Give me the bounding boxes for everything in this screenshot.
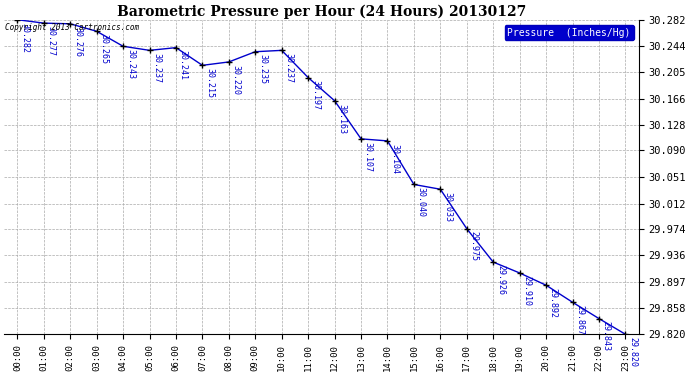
Text: 30.163: 30.163 xyxy=(337,104,346,134)
Text: 30.197: 30.197 xyxy=(311,80,320,110)
Text: 30.237: 30.237 xyxy=(152,53,161,83)
Text: 30.243: 30.243 xyxy=(126,49,135,79)
Text: 30.276: 30.276 xyxy=(73,27,82,57)
Text: 29.892: 29.892 xyxy=(549,288,558,318)
Text: 30.241: 30.241 xyxy=(179,50,188,80)
Text: 29.843: 29.843 xyxy=(602,321,611,351)
Text: 29.910: 29.910 xyxy=(522,276,531,306)
Text: 30.107: 30.107 xyxy=(364,142,373,172)
Text: 30.235: 30.235 xyxy=(258,54,267,84)
Text: 30.282: 30.282 xyxy=(20,22,29,53)
Text: 29.926: 29.926 xyxy=(496,265,505,295)
Text: 30.033: 30.033 xyxy=(443,192,452,222)
Text: 30.215: 30.215 xyxy=(205,68,214,98)
Text: Copyright 2013 Cartronics.com: Copyright 2013 Cartronics.com xyxy=(5,23,139,32)
Text: 29.820: 29.820 xyxy=(628,337,637,367)
Text: 30.220: 30.220 xyxy=(232,65,241,95)
Text: 29.975: 29.975 xyxy=(470,231,479,261)
Text: 30.265: 30.265 xyxy=(99,34,108,64)
Text: 30.277: 30.277 xyxy=(47,26,56,56)
Legend: Pressure  (Inches/Hg): Pressure (Inches/Hg) xyxy=(504,25,633,40)
Text: 30.237: 30.237 xyxy=(284,53,293,83)
Title: Barometric Pressure per Hour (24 Hours) 20130127: Barometric Pressure per Hour (24 Hours) … xyxy=(117,4,526,18)
Text: 30.104: 30.104 xyxy=(391,144,400,174)
Text: 30.040: 30.040 xyxy=(417,187,426,217)
Text: 29.867: 29.867 xyxy=(575,305,584,335)
